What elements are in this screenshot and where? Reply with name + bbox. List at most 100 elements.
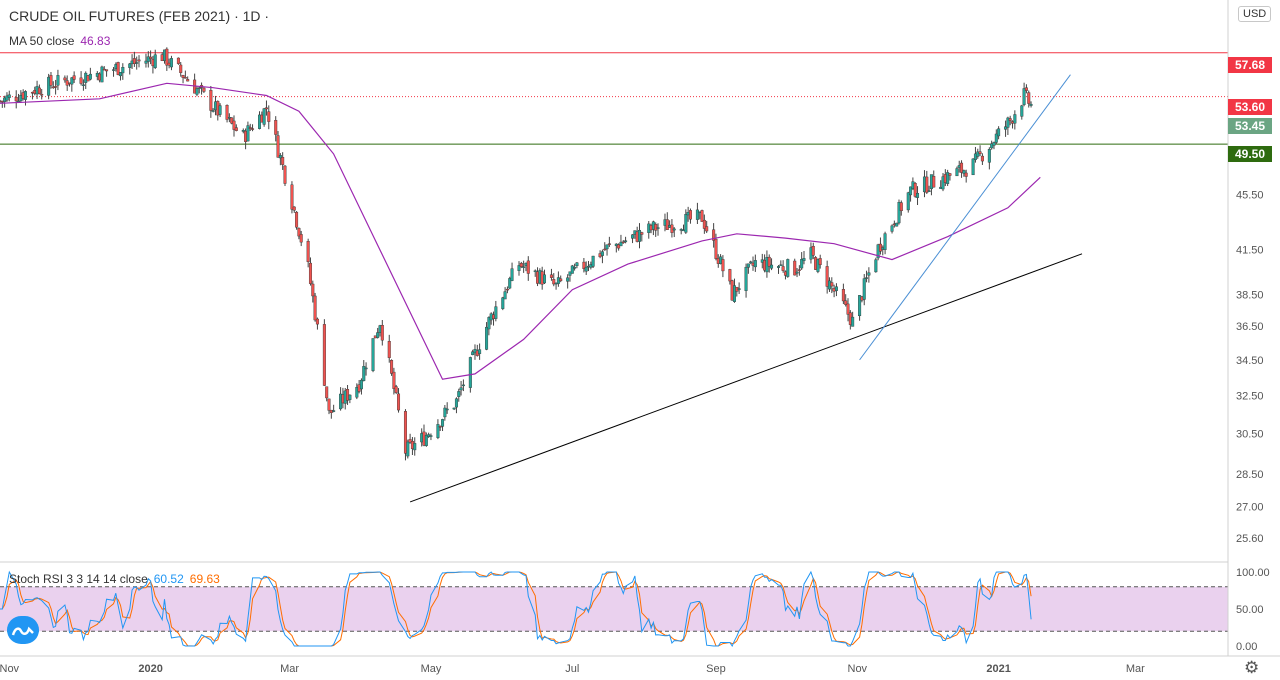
- candle-body: [355, 387, 359, 398]
- candle-body: [332, 410, 336, 412]
- candle-body: [753, 260, 757, 268]
- candle-body: [70, 77, 74, 85]
- price-label-53-60: 53.60: [1228, 99, 1272, 115]
- candle-body: [728, 269, 732, 282]
- candle-body: [816, 259, 820, 272]
- candle-body: [714, 238, 718, 259]
- candle-body: [121, 67, 125, 74]
- candle-body: [487, 317, 491, 330]
- candle-body: [132, 58, 136, 64]
- candle-body: [325, 386, 329, 399]
- candle-body: [656, 227, 660, 229]
- candle-body: [183, 77, 187, 79]
- candle-body: [621, 241, 625, 244]
- candle-body: [559, 278, 563, 282]
- rsi-tick-label: 100.00: [1236, 567, 1270, 579]
- candle-body: [1008, 118, 1012, 121]
- candle-body: [283, 165, 287, 184]
- stoch-rsi-band: [0, 586, 1228, 632]
- candle-body: [445, 408, 449, 411]
- candle-body: [591, 255, 595, 267]
- candle-body: [81, 84, 85, 86]
- candle-body: [542, 274, 546, 284]
- candle-body: [997, 128, 1001, 137]
- candle-body: [1020, 105, 1024, 117]
- candle-body: [413, 443, 417, 451]
- ma-legend[interactable]: MA 50 close 46.83: [9, 34, 110, 48]
- currency-button[interactable]: USD: [1238, 6, 1272, 22]
- candle-body: [533, 270, 537, 272]
- candle-body: [380, 325, 384, 341]
- stoch-rsi-d-value: 69.63: [189, 572, 220, 586]
- price-tick-label: 25.60: [1236, 533, 1264, 545]
- candle-body: [274, 120, 278, 135]
- candle-body: [23, 91, 27, 100]
- candle-body: [63, 77, 67, 81]
- candle-body: [297, 227, 301, 237]
- candle-body: [246, 125, 250, 142]
- candle-body: [779, 264, 783, 266]
- price-label-49-50: 49.50: [1228, 146, 1272, 162]
- price-tick-label: 34.50: [1236, 355, 1264, 367]
- candle-body: [424, 435, 428, 446]
- candle-body: [793, 260, 797, 276]
- candle-body: [600, 251, 604, 256]
- candle-body: [909, 186, 913, 196]
- candle-body: [617, 244, 621, 249]
- interval-label[interactable]: · 1D ·: [234, 8, 270, 24]
- candle-body: [112, 69, 116, 71]
- candle-body: [508, 278, 512, 289]
- candle-body: [517, 265, 521, 271]
- rsi-tick-label: 50.00: [1236, 604, 1264, 616]
- candle-body: [867, 272, 871, 276]
- candle-body: [684, 214, 688, 233]
- stoch-rsi-k-value: 60.52: [153, 572, 184, 586]
- stoch-rsi-label: Stoch RSI 3 3 14 14 close: [9, 572, 148, 586]
- candle-body: [973, 153, 977, 160]
- candle-body: [695, 209, 699, 220]
- candle-body: [438, 426, 442, 428]
- candle-body: [457, 391, 461, 397]
- candle-body: [118, 72, 122, 77]
- candle-body: [702, 219, 706, 229]
- stoch-rsi-legend[interactable]: Stoch RSI 3 3 14 14 close 60.52 69.63: [9, 572, 220, 586]
- chart-title: CRUDE OIL FUTURES (FEB 2021) · 1D ·: [9, 8, 270, 24]
- candle-body: [371, 338, 375, 371]
- price-tick-label: 41.50: [1236, 244, 1264, 256]
- stoch-rsi-k-line: [0, 570, 1032, 648]
- candle-body: [37, 87, 41, 94]
- candle-body: [49, 75, 53, 86]
- candle-body: [830, 282, 834, 287]
- gear-icon[interactable]: ⚙: [1244, 658, 1260, 677]
- candle-body: [605, 244, 609, 250]
- candle-body: [811, 245, 815, 256]
- candle-body: [376, 332, 380, 338]
- candle-body: [149, 56, 153, 59]
- candle-body: [978, 151, 982, 154]
- candle-body: [906, 192, 910, 211]
- candle-body: [278, 155, 282, 159]
- candle-body: [181, 75, 185, 78]
- candle-body: [964, 172, 968, 177]
- tradingview-logo-icon[interactable]: [7, 616, 39, 644]
- candle-body: [519, 262, 523, 267]
- candle-body: [818, 258, 822, 265]
- candle-body: [552, 279, 556, 285]
- candle-body: [737, 288, 741, 290]
- candle-body: [890, 225, 894, 232]
- time-tick-label: 2020: [138, 663, 162, 675]
- candle-body: [478, 349, 482, 354]
- candle-body: [234, 127, 238, 131]
- candle-body: [392, 371, 396, 389]
- candle-body: [570, 265, 574, 274]
- candle-body: [169, 58, 173, 68]
- candle-body: [619, 241, 623, 247]
- candle-body: [672, 228, 676, 231]
- candle-body: [990, 143, 994, 149]
- candle-body: [980, 155, 984, 162]
- candle-body: [946, 172, 950, 184]
- price-tick-label: 36.50: [1236, 321, 1264, 333]
- price-tick-label: 28.50: [1236, 469, 1264, 481]
- candle-body: [251, 128, 255, 130]
- candle-body: [874, 259, 878, 273]
